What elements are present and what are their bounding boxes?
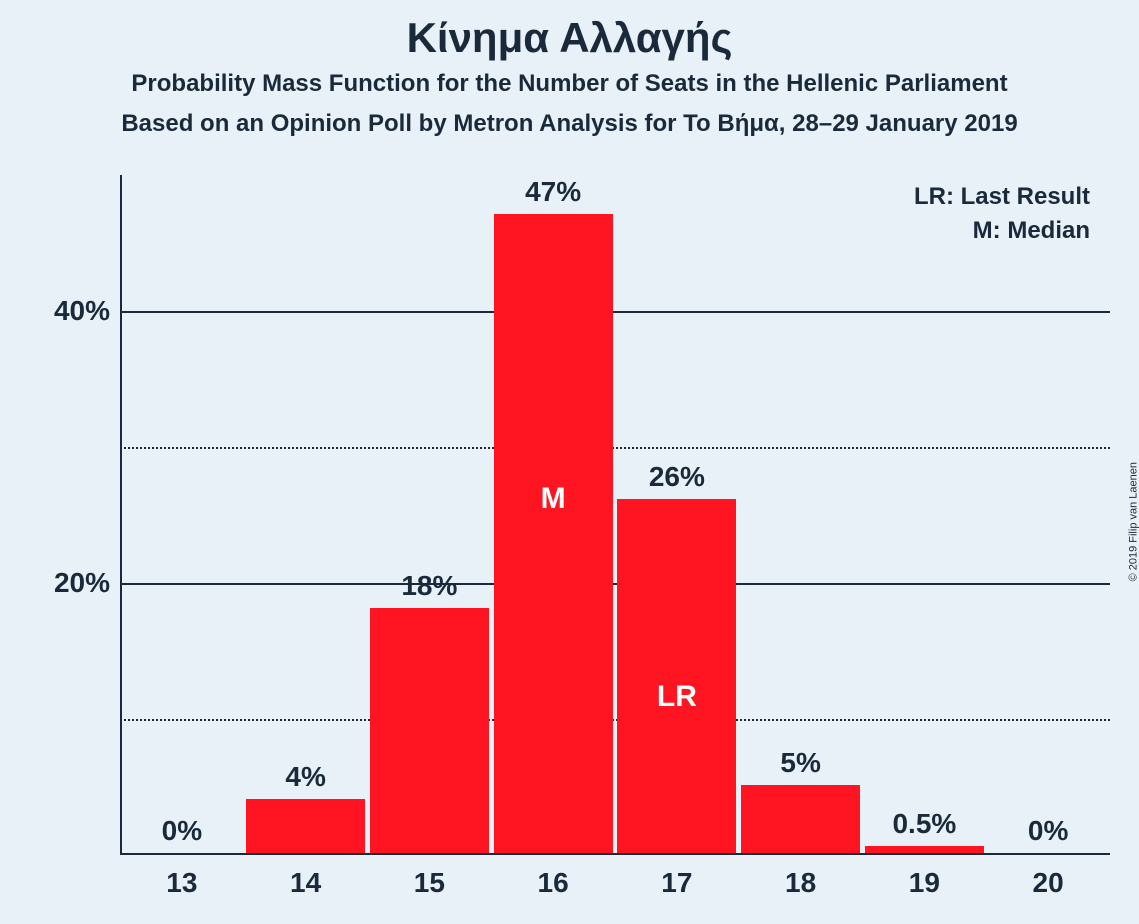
legend-lr: LR: Last Result	[914, 183, 1090, 211]
bar	[741, 785, 860, 853]
plot-area: LR: Last Result M: Median 20%40% 0%4%18%…	[120, 175, 1110, 855]
bar-value-label: 0.5%	[892, 808, 956, 840]
bar-value-label: 5%	[780, 747, 820, 779]
x-tick-label: 19	[909, 867, 940, 899]
median-marker: M	[541, 482, 566, 516]
x-tick-label: 18	[785, 867, 816, 899]
chart-subtitle-2: Based on an Opinion Poll by Metron Analy…	[0, 110, 1139, 138]
gridline-minor	[120, 447, 1110, 449]
bar	[865, 846, 984, 853]
bar-value-label: 18%	[401, 570, 457, 602]
bar-value-label: 47%	[525, 176, 581, 208]
y-tick-label: 40%	[10, 295, 110, 327]
x-tick-label: 14	[290, 867, 321, 899]
chart-subtitle-1: Probability Mass Function for the Number…	[0, 70, 1139, 98]
x-tick-label: 17	[661, 867, 692, 899]
gridline-minor	[120, 719, 1110, 721]
x-tick-label: 20	[1033, 867, 1064, 899]
bar-value-label: 4%	[285, 761, 325, 793]
bar	[246, 799, 365, 853]
bar-value-label: 0%	[1028, 815, 1068, 847]
chart-title: Κίνημα Αλλαγής	[0, 0, 1139, 62]
y-tick-label: 20%	[10, 567, 110, 599]
copyright: © 2019 Filip van Laenen	[1127, 462, 1139, 581]
x-tick-label: 15	[414, 867, 445, 899]
legend-m: M: Median	[914, 217, 1090, 245]
y-axis	[120, 175, 122, 855]
gridline-major	[120, 583, 1110, 585]
bar-value-label: 26%	[649, 461, 705, 493]
gridline-major	[120, 311, 1110, 313]
x-tick-label: 16	[538, 867, 569, 899]
bar	[370, 608, 489, 853]
legend: LR: Last Result M: Median	[914, 183, 1090, 251]
bar	[617, 499, 736, 853]
x-axis	[120, 853, 1110, 855]
last-result-marker: LR	[657, 680, 697, 714]
chart-container: Κίνημα Αλλαγής Probability Mass Function…	[0, 0, 1139, 924]
bar	[494, 214, 613, 853]
bar-value-label: 0%	[162, 815, 202, 847]
x-tick-label: 13	[166, 867, 197, 899]
